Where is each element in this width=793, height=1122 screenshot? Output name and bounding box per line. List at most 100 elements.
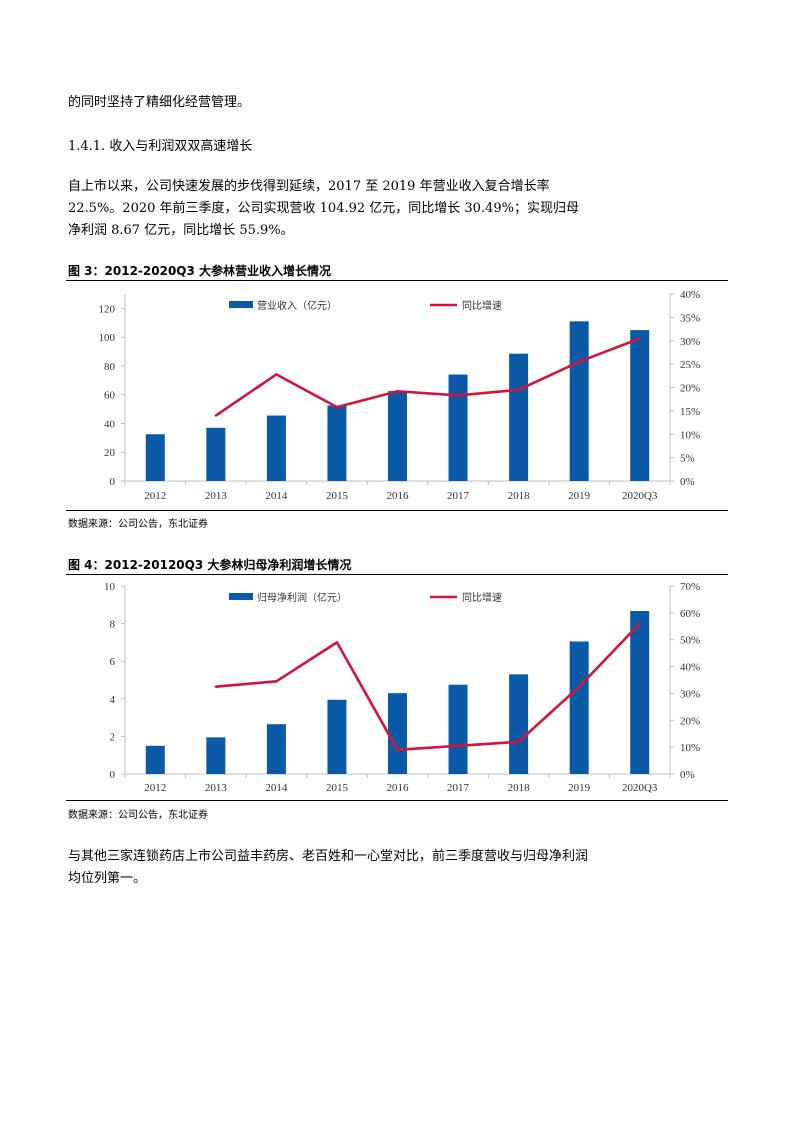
- growth-point: [335, 405, 339, 409]
- legend-bar-swatch: [229, 593, 253, 600]
- bar: [388, 391, 407, 481]
- legend-line-label: 同比增速: [462, 299, 502, 312]
- left-tick-label: 20: [104, 447, 116, 459]
- bar: [266, 415, 286, 481]
- left-tick-label: 10: [104, 581, 116, 593]
- x-tick-label: 2017: [447, 782, 470, 794]
- x-tick-label: 2017: [447, 490, 470, 502]
- left-tick-label: 40: [104, 418, 116, 430]
- right-tick-label: 40%: [680, 289, 700, 301]
- right-tick-label: 60%: [680, 608, 700, 620]
- growth-line: [215, 337, 641, 417]
- bar: [145, 434, 165, 481]
- right-tick-label: 40%: [680, 662, 700, 674]
- bar: [448, 374, 468, 481]
- net-profit-chart: 0 2 4 6 8 10 0% 10% 20% 30% 40% 50% 60% 70% 2012 2013 20…: [104, 581, 700, 794]
- legend-line-label: 同比增速: [462, 591, 502, 604]
- body-paragraph-growth: 自上市以来，公司快速发展的步伐得到延续，2017 至 2019 年营业收入复合增…: [68, 179, 579, 238]
- bar: [630, 611, 650, 774]
- x-tick-label: 2015: [326, 490, 349, 502]
- right-tick-label: 0%: [680, 769, 695, 781]
- left-tick-label: 2: [110, 731, 116, 743]
- growth-point: [577, 360, 581, 363]
- figure-4-title: 图 4：2012-20120Q3 大参林归母净利润增长情况: [68, 558, 352, 572]
- figure-3-bottom-rule: [66, 510, 728, 511]
- right-tick-label: 25%: [680, 359, 700, 371]
- x-tick-label: 2012: [144, 782, 166, 794]
- bar: [145, 745, 165, 774]
- growth-point: [517, 740, 520, 743]
- right-tick-label: 30%: [680, 688, 700, 700]
- growth-point: [396, 748, 399, 752]
- growth-point: [638, 622, 641, 625]
- legend-bar-label: 营业收入（亿元）: [257, 299, 337, 312]
- bar: [388, 693, 407, 774]
- bar: [448, 684, 468, 774]
- x-tick-label: 2019: [568, 782, 591, 794]
- left-tick-label: 6: [110, 656, 116, 668]
- growth-line: [215, 622, 641, 752]
- growth-point: [214, 414, 218, 417]
- x-tick-label: 2014: [265, 782, 288, 794]
- left-tick-label: 4: [110, 694, 116, 706]
- right-tick-label: 30%: [680, 336, 700, 348]
- growth-point: [214, 685, 218, 688]
- right-tick-label: 15%: [680, 406, 700, 418]
- left-tick-label: 80: [104, 361, 116, 373]
- left-tick-label: 120: [99, 303, 116, 315]
- x-tick-label: 2020Q3: [622, 782, 658, 794]
- right-tick-label: 10%: [680, 429, 700, 441]
- right-tick-label: 70%: [680, 581, 700, 593]
- left-tick-label: 60: [104, 390, 116, 402]
- x-tick-label: 2016: [387, 490, 410, 502]
- x-tick-label: 2015: [326, 782, 349, 794]
- section-heading: 1.4.1. 收入与利润双双高速增长: [68, 139, 253, 154]
- growth-point: [577, 685, 581, 688]
- x-tick-label: 2018: [508, 782, 530, 794]
- bar: [206, 737, 226, 774]
- right-tick-label: 50%: [680, 635, 700, 647]
- figure-4-bottom-rule: [66, 800, 728, 801]
- left-tick-label: 0: [110, 476, 116, 488]
- body-paragraph-comparison: 与其他三家连锁药店上市公司益丰药房、老百姓和一心堂对比，前三季度营收与归母净利润…: [68, 849, 589, 886]
- left-tick-label: 100: [99, 332, 116, 344]
- growth-point: [517, 388, 520, 392]
- growth-point: [275, 680, 278, 683]
- bar: [327, 699, 347, 774]
- bar: [206, 427, 226, 481]
- x-tick-label: 2013: [205, 782, 228, 794]
- x-tick-label: 2012: [144, 490, 166, 502]
- x-tick-label: 2013: [205, 490, 228, 502]
- left-tick-label: 8: [110, 619, 116, 631]
- legend-bar-label: 归母净利润（亿元）: [257, 591, 347, 604]
- revenue-chart: 0 20 40 60 80 100 120 0% 5% 10% 15% 20% 25% 30% 35% 40%…: [99, 289, 701, 502]
- bar: [327, 405, 347, 481]
- right-tick-label: 20%: [680, 715, 700, 727]
- growth-point: [275, 373, 278, 376]
- growth-point: [456, 394, 460, 397]
- figure-3-source: 数据来源：公司公告，东北证券: [68, 519, 208, 530]
- right-tick-label: 10%: [680, 742, 700, 754]
- bar: [266, 724, 286, 774]
- growth-point: [456, 744, 460, 747]
- right-tick-label: 0%: [680, 476, 695, 488]
- growth-point: [396, 390, 399, 393]
- figure-4-source: 数据来源：公司公告，东北证券: [68, 810, 208, 821]
- x-tick-label: 2020Q3: [622, 490, 658, 502]
- body-line-intro: 的同时坚持了精细化经营管理。: [68, 95, 251, 110]
- bar: [509, 674, 529, 774]
- bar: [569, 641, 589, 774]
- x-tick-label: 2014: [265, 490, 288, 502]
- x-tick-label: 2018: [508, 490, 530, 502]
- x-tick-label: 2019: [568, 490, 591, 502]
- figure-3-title: 图 3：2012-2020Q3 大参林营业收入增长情况: [68, 264, 332, 278]
- right-tick-label: 5%: [680, 453, 695, 465]
- figure-3-top-rule: [66, 280, 728, 281]
- growth-point: [638, 337, 641, 340]
- x-tick-label: 2016: [387, 782, 410, 794]
- right-tick-label: 20%: [680, 383, 700, 395]
- figure-4-top-rule: [66, 574, 728, 575]
- bar: [569, 321, 589, 481]
- bar: [509, 353, 529, 481]
- bar: [630, 330, 650, 481]
